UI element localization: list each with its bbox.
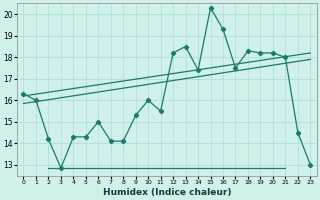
X-axis label: Humidex (Indice chaleur): Humidex (Indice chaleur) [103, 188, 231, 197]
